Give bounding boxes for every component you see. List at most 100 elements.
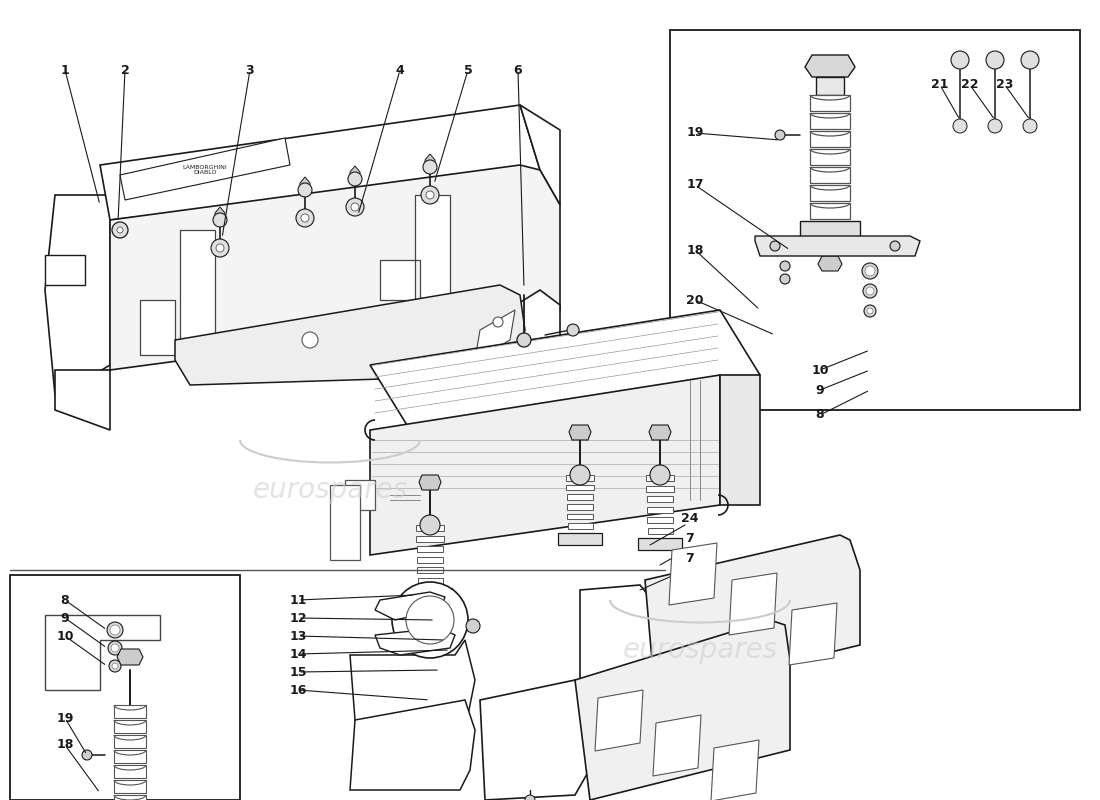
Polygon shape — [810, 131, 850, 147]
Text: 12: 12 — [289, 611, 307, 625]
Circle shape — [348, 172, 362, 186]
Text: 17: 17 — [686, 178, 704, 191]
Text: 10: 10 — [812, 363, 828, 377]
Text: 13: 13 — [289, 630, 307, 642]
Polygon shape — [418, 578, 442, 584]
Text: LAMBORGHINI
DIABLO: LAMBORGHINI DIABLO — [183, 165, 228, 175]
Polygon shape — [480, 680, 595, 800]
Text: 21: 21 — [932, 78, 948, 91]
Polygon shape — [100, 105, 540, 220]
Circle shape — [112, 663, 118, 669]
Polygon shape — [810, 167, 850, 183]
Text: eurospares: eurospares — [623, 636, 778, 664]
Circle shape — [421, 186, 439, 204]
Circle shape — [953, 119, 967, 133]
Polygon shape — [566, 504, 593, 510]
Polygon shape — [818, 256, 842, 271]
Text: 10: 10 — [56, 630, 74, 642]
Circle shape — [420, 515, 440, 535]
Polygon shape — [638, 538, 682, 550]
Circle shape — [424, 160, 437, 174]
Polygon shape — [645, 535, 860, 695]
Circle shape — [1023, 119, 1037, 133]
Polygon shape — [45, 615, 159, 690]
Polygon shape — [649, 425, 671, 440]
Text: 8: 8 — [60, 594, 69, 606]
Polygon shape — [419, 475, 441, 490]
Polygon shape — [55, 370, 110, 430]
Bar — [670, 30, 1080, 410]
Circle shape — [392, 582, 468, 658]
Circle shape — [426, 191, 434, 199]
Polygon shape — [558, 533, 602, 545]
Circle shape — [211, 239, 229, 257]
Polygon shape — [114, 795, 146, 800]
Text: 6: 6 — [514, 63, 522, 77]
Circle shape — [298, 183, 312, 197]
Text: eurospares: eurospares — [252, 476, 408, 504]
Circle shape — [110, 625, 120, 635]
Bar — [10, 575, 240, 800]
Circle shape — [1021, 51, 1040, 69]
Circle shape — [112, 222, 128, 238]
Polygon shape — [375, 592, 446, 620]
Circle shape — [770, 241, 780, 251]
Circle shape — [864, 305, 876, 317]
Circle shape — [406, 596, 454, 644]
Polygon shape — [816, 77, 844, 95]
Circle shape — [952, 51, 969, 69]
Polygon shape — [114, 735, 146, 748]
Text: 7: 7 — [685, 531, 694, 545]
Polygon shape — [417, 557, 443, 563]
Text: 1: 1 — [60, 63, 69, 77]
Text: 4: 4 — [396, 63, 405, 77]
Polygon shape — [566, 485, 594, 490]
Polygon shape — [114, 750, 146, 763]
Polygon shape — [810, 149, 850, 165]
Polygon shape — [669, 543, 717, 605]
Text: 11: 11 — [289, 594, 307, 606]
Text: 19: 19 — [56, 711, 74, 725]
Polygon shape — [810, 203, 850, 219]
Polygon shape — [475, 310, 515, 360]
Polygon shape — [789, 603, 837, 665]
Circle shape — [301, 214, 309, 222]
Circle shape — [865, 266, 874, 276]
Circle shape — [493, 317, 503, 327]
Circle shape — [296, 209, 314, 227]
Circle shape — [466, 619, 480, 633]
Polygon shape — [810, 113, 850, 129]
Text: 9: 9 — [60, 611, 69, 625]
Polygon shape — [350, 700, 475, 790]
Circle shape — [776, 130, 785, 140]
Polygon shape — [417, 546, 443, 552]
Circle shape — [566, 324, 579, 336]
Circle shape — [346, 198, 364, 216]
Polygon shape — [370, 375, 720, 555]
Circle shape — [570, 465, 590, 485]
Text: 14: 14 — [289, 647, 307, 661]
Text: 5: 5 — [463, 63, 472, 77]
Circle shape — [216, 244, 224, 252]
Circle shape — [117, 227, 123, 233]
Text: 8: 8 — [816, 409, 824, 422]
Circle shape — [780, 261, 790, 271]
Polygon shape — [379, 195, 450, 310]
Polygon shape — [175, 285, 525, 385]
Text: 20: 20 — [686, 294, 704, 306]
Polygon shape — [425, 154, 435, 171]
Circle shape — [862, 263, 878, 279]
Text: 16: 16 — [289, 683, 307, 697]
Polygon shape — [755, 236, 920, 256]
Text: 7: 7 — [685, 551, 694, 565]
Polygon shape — [416, 525, 444, 531]
Polygon shape — [729, 573, 777, 635]
Text: 18: 18 — [56, 738, 74, 751]
Polygon shape — [350, 640, 475, 760]
Circle shape — [986, 51, 1004, 69]
Circle shape — [780, 274, 790, 284]
Polygon shape — [580, 585, 666, 700]
Text: 19: 19 — [686, 126, 704, 139]
Polygon shape — [653, 715, 701, 776]
Polygon shape — [370, 310, 760, 430]
